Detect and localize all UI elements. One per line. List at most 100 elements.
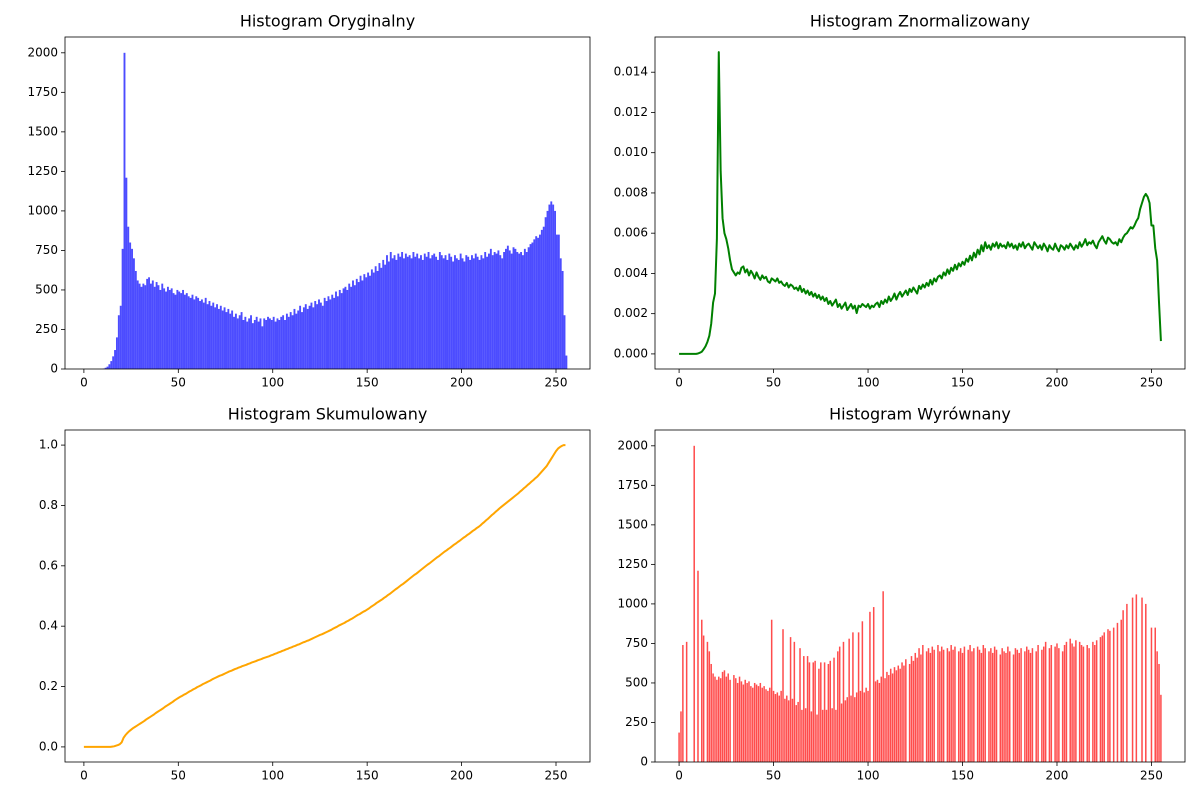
bar — [848, 638, 850, 762]
line — [83, 444, 566, 748]
bar — [706, 641, 709, 762]
histogram-bar — [389, 252, 392, 369]
bar — [1026, 646, 1028, 762]
bar — [954, 646, 956, 762]
bar — [957, 651, 960, 762]
histogram-bar — [384, 264, 387, 369]
histogram-bar — [327, 296, 330, 369]
bar — [1014, 648, 1017, 762]
bar — [1126, 603, 1128, 762]
bar — [719, 678, 722, 762]
histogram-bar — [187, 296, 190, 369]
histogram-bar — [174, 294, 177, 369]
histogram-bar — [331, 294, 334, 369]
bar — [801, 709, 803, 762]
histogram-bar — [431, 255, 434, 369]
bar — [1078, 641, 1081, 762]
histogram-bar — [518, 253, 521, 369]
x-tick-label: 250 — [1140, 376, 1163, 390]
bar — [718, 676, 720, 762]
bar — [1003, 651, 1005, 762]
histogram-bar — [421, 259, 424, 369]
bar — [1145, 603, 1147, 762]
bar — [880, 676, 883, 762]
bar — [1107, 629, 1109, 762]
histogram-bar — [508, 250, 511, 369]
bar — [814, 660, 816, 762]
bar — [867, 690, 869, 762]
bar — [804, 708, 807, 762]
histogram-bar — [376, 270, 379, 369]
histogram-bar — [329, 299, 332, 369]
histogram-bar — [155, 282, 158, 369]
bar — [1141, 597, 1143, 762]
bar — [939, 651, 941, 762]
histogram-bar — [246, 321, 249, 369]
histogram-bar — [115, 337, 118, 369]
bar — [855, 692, 858, 762]
histogram-bar — [119, 305, 122, 369]
bar — [888, 675, 890, 762]
histogram-bar — [159, 289, 162, 369]
histogram-bar — [144, 285, 147, 369]
bar — [721, 671, 724, 762]
histogram-bar — [561, 270, 564, 369]
histogram-bar — [395, 259, 398, 369]
bar — [869, 611, 871, 762]
y-tick-label: 250 — [35, 322, 58, 336]
x-tick-label: 200 — [450, 769, 473, 783]
x-tick-label: 200 — [450, 376, 473, 390]
bar — [967, 649, 969, 762]
histogram-bar — [357, 282, 360, 369]
histogram-bar — [535, 236, 538, 369]
bar — [787, 700, 790, 762]
histogram-bar — [134, 270, 137, 369]
histogram-bar — [208, 301, 211, 369]
histogram-bar — [448, 253, 451, 369]
histogram-bar — [489, 248, 492, 369]
histogram-bar — [236, 318, 239, 369]
histogram-bar — [104, 367, 107, 369]
bar — [886, 671, 888, 762]
bar — [901, 662, 903, 762]
bar — [1122, 610, 1124, 762]
histogram-bar — [539, 234, 541, 369]
histogram-bar — [344, 286, 347, 369]
histogram-bar — [559, 258, 562, 369]
x-tick-label: 0 — [80, 769, 88, 783]
histogram-bar — [206, 304, 209, 369]
histogram-bar — [178, 291, 181, 369]
histogram-bar — [242, 319, 245, 369]
histogram-bar — [142, 283, 145, 369]
bar — [782, 629, 784, 762]
histogram-bar — [346, 289, 349, 369]
bar — [878, 682, 881, 762]
bar — [784, 698, 786, 762]
bar — [993, 646, 996, 762]
bar — [733, 675, 735, 762]
bar — [799, 648, 801, 762]
histogram-bar — [217, 308, 220, 369]
histogram-bar — [340, 293, 343, 369]
x-tick-label: 150 — [356, 769, 379, 783]
histogram-bar — [180, 293, 183, 369]
bar — [899, 668, 901, 762]
bar — [976, 646, 979, 762]
histogram-bar — [151, 280, 154, 369]
histogram-bar — [338, 289, 341, 369]
histogram-bar — [289, 312, 292, 369]
histogram-bar — [350, 286, 353, 369]
histogram-bar — [227, 308, 230, 369]
bar — [1095, 640, 1098, 762]
histogram-bar — [472, 258, 475, 369]
bar — [1041, 649, 1043, 762]
histogram-bar — [112, 356, 115, 369]
histogram-bar — [408, 255, 411, 369]
bar — [789, 637, 792, 762]
histogram-bar — [367, 272, 370, 369]
histogram-bar — [478, 259, 481, 369]
histogram-bar — [348, 283, 351, 369]
axes-frame — [654, 429, 1186, 763]
histogram-bar — [501, 258, 504, 369]
y-tick-label: 0.2 — [39, 679, 58, 693]
